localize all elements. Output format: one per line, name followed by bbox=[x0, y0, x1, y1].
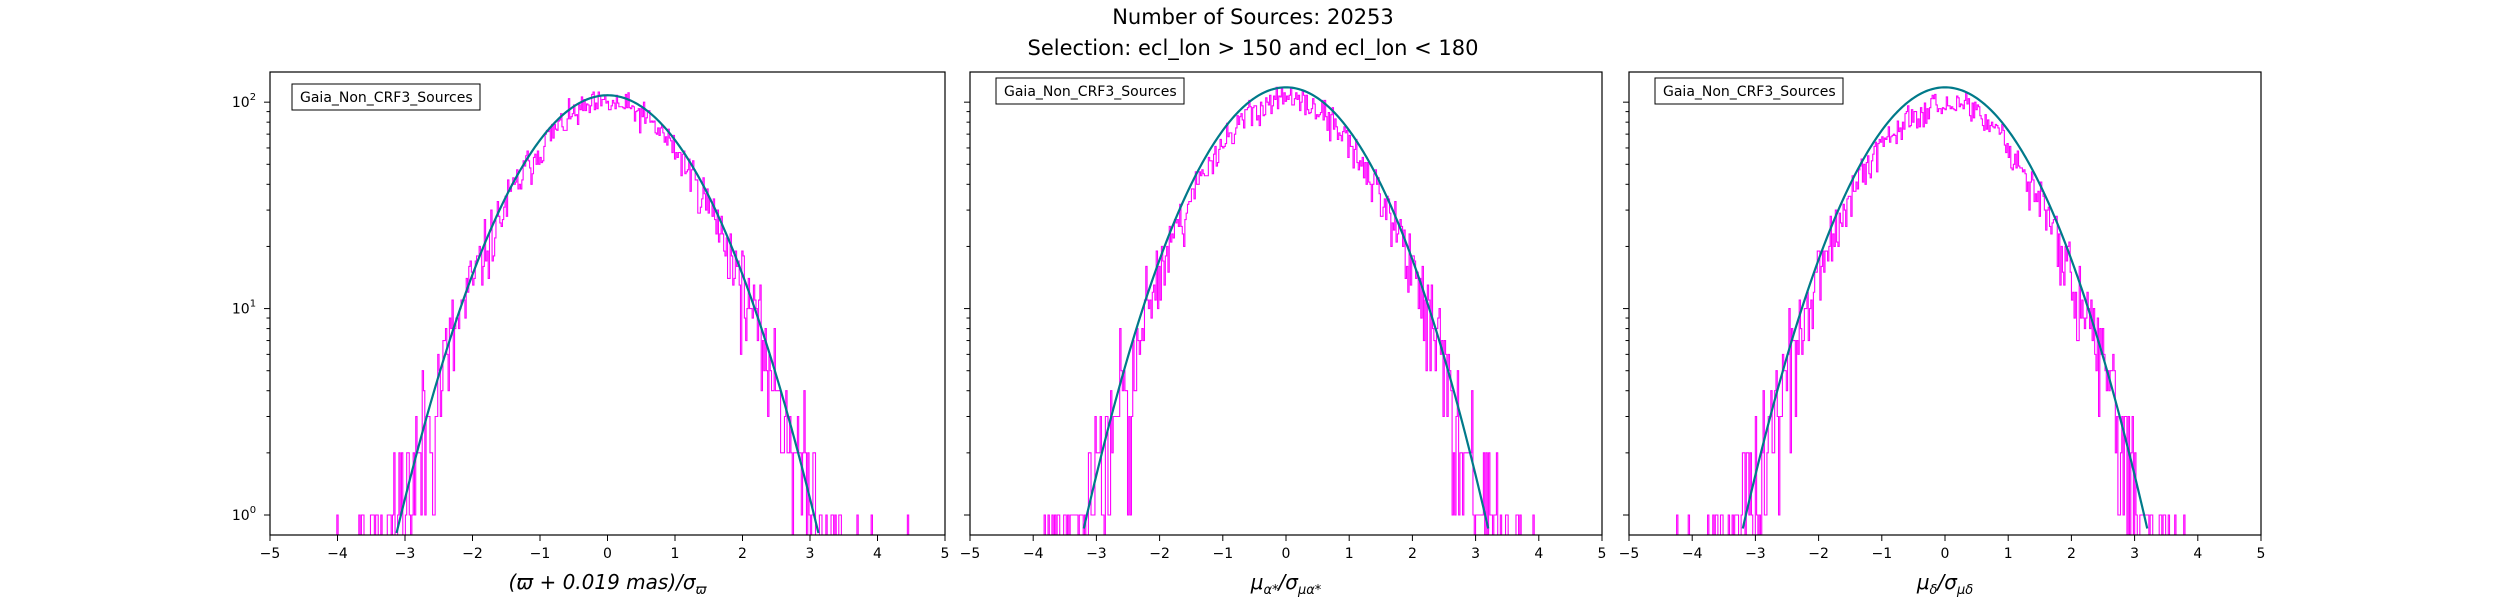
histogram-series bbox=[1043, 86, 1602, 536]
x-tick-label: 0 bbox=[603, 546, 612, 562]
x-tick-label: 4 bbox=[873, 546, 882, 562]
x-tick-label: −2 bbox=[1808, 546, 1829, 562]
x-axis-label: μδ/σμδ bbox=[1916, 570, 1973, 598]
x-tick-label: 5 bbox=[2257, 546, 2266, 562]
x-axis-label: (ϖ + 0.019 mas)/σϖ bbox=[509, 570, 708, 598]
y-tick-label: 101 bbox=[232, 299, 256, 318]
x-tick-label: −3 bbox=[1745, 546, 1766, 562]
legend-label: Gaia_Non_CRF3_Sources bbox=[300, 90, 473, 106]
x-tick-label: −1 bbox=[1871, 546, 1892, 562]
x-tick-label: −4 bbox=[1682, 546, 1703, 562]
x-tick-label: 2 bbox=[1408, 546, 1417, 562]
histogram-series bbox=[1676, 92, 2255, 536]
x-tick-label: 0 bbox=[1282, 546, 1291, 562]
x-tick-label: 5 bbox=[1598, 546, 1607, 562]
x-tick-label: 2 bbox=[2067, 546, 2076, 562]
x-tick-label: 1 bbox=[1345, 546, 1354, 562]
figure-title-line2: Selection: ecl_lon > 150 and ecl_lon < 1… bbox=[1027, 36, 1478, 61]
x-tick-label: 0 bbox=[1941, 546, 1950, 562]
x-tick-label: 3 bbox=[1471, 546, 1480, 562]
gaussian-fit-curve bbox=[1082, 86, 1490, 529]
x-tick-label: 3 bbox=[806, 546, 815, 562]
panel-pm-ra: −5 −4 −3 −2 −1 0 1 2 3 4 5 μα*/σμα* Gaia_Non_CRF3_So… bbox=[960, 71, 1607, 598]
axes-frame bbox=[1628, 71, 2262, 536]
x-axis-label: μα*/σμα* bbox=[1250, 570, 1322, 598]
x-tick-label: −1 bbox=[1212, 546, 1233, 562]
x-tick-label: −1 bbox=[530, 546, 551, 562]
axes-frame bbox=[969, 71, 1603, 536]
legend-label: Gaia_Non_CRF3_Sources bbox=[1004, 84, 1177, 100]
x-tick-label: 5 bbox=[941, 546, 950, 562]
legend-box bbox=[291, 83, 481, 111]
x-tick-label: 4 bbox=[1534, 546, 1543, 562]
x-tick-label: −5 bbox=[1619, 546, 1640, 562]
legend-box bbox=[995, 77, 1185, 105]
x-tick-label: 1 bbox=[671, 546, 680, 562]
panel-pm-dec: −5 −4 −3 −2 −1 0 1 2 3 4 5 μδ/σμδ Gaia_Non_CRF3_Sour… bbox=[1619, 71, 2266, 598]
gaussian-fit-curve bbox=[1741, 86, 2149, 529]
x-tick-label: 1 bbox=[2004, 546, 2013, 562]
x-tick-label: −5 bbox=[960, 546, 981, 562]
x-tick-label: −3 bbox=[395, 546, 416, 562]
x-tick-label: 4 bbox=[2193, 546, 2202, 562]
x-tick-label: −3 bbox=[1086, 546, 1107, 562]
x-tick-label: −4 bbox=[327, 546, 348, 562]
y-tick-label: 100 bbox=[232, 505, 256, 524]
figure-title-line1: Number of Sources: 20253 bbox=[1112, 5, 1394, 29]
x-tick-label: −5 bbox=[260, 546, 281, 562]
legend-box bbox=[1654, 77, 1844, 105]
x-tick-label: 3 bbox=[2130, 546, 2139, 562]
x-tick-label: −2 bbox=[1149, 546, 1170, 562]
y-tick-label: 102 bbox=[232, 92, 256, 111]
x-tick-label: 2 bbox=[738, 546, 747, 562]
x-tick-label: −4 bbox=[1023, 546, 1044, 562]
x-tick-label: −2 bbox=[462, 546, 483, 562]
histogram-series bbox=[336, 91, 912, 536]
panel-parallax: −5 −4 −3 −2 −1 0 1 2 3 4 5 100 101 102 (ϖ + 0.019 mas)… bbox=[232, 71, 950, 598]
axes-frame bbox=[269, 71, 946, 536]
legend-label: Gaia_Non_CRF3_Sources bbox=[1663, 84, 1836, 100]
gaussian-fit-curve bbox=[395, 94, 820, 534]
